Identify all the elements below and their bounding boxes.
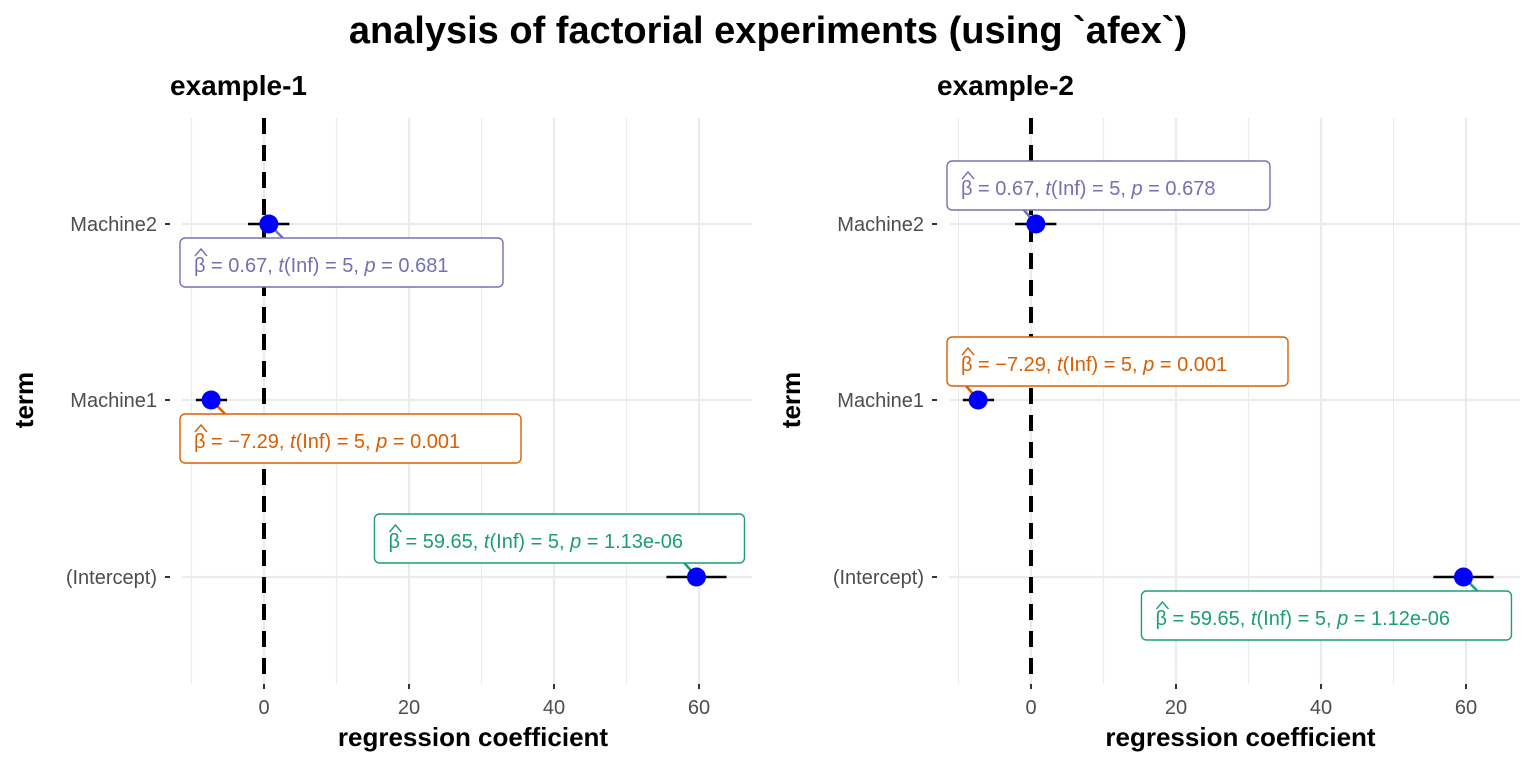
beta-hat-mark: [388, 523, 402, 533]
x-tick-label: 0: [1025, 697, 1036, 719]
x-tick-label: 20: [1165, 697, 1187, 719]
estimate-label-text: β = −7.29, t(Inf) = 5, p = 0.001: [194, 431, 460, 453]
estimate-point: [1453, 567, 1473, 587]
estimate-label-box: [1140, 590, 1513, 641]
estimate-label-box: [946, 160, 1271, 211]
beta-hat-mark: [961, 170, 975, 180]
estimate-label-box: [179, 413, 522, 464]
x-tick-label: 40: [543, 697, 565, 719]
estimate-label-text: β = 0.67, t(Inf) = 5, p = 0.678: [961, 178, 1215, 200]
beta-hat-mark: [961, 346, 975, 356]
x-axis-title: regression coefficient: [1105, 722, 1376, 752]
y-axis-title: term: [776, 372, 806, 428]
estimate-label-box: [946, 336, 1289, 387]
y-tick-label: (Intercept): [833, 567, 924, 589]
estimate-point: [201, 390, 221, 410]
beta-hat-mark: [1155, 600, 1169, 610]
x-tick-label: 0: [258, 697, 269, 719]
beta-hat-mark: [194, 423, 208, 433]
main-title: analysis of factorial experiments (using…: [348, 10, 1188, 52]
estimate-point: [1026, 214, 1046, 234]
panel-2: Machine2 Machine1 (Intercept) 0 20 40 60 regres…: [776, 118, 1520, 752]
x-axis-title: regression coefficient: [338, 722, 609, 752]
y-axis-title: term: [9, 372, 39, 428]
estimate-point: [259, 214, 279, 234]
x-tick-label: 40: [1310, 697, 1332, 719]
panel-title-2: example-2: [937, 70, 1074, 101]
estimate-label-box: [179, 237, 504, 288]
x-tick-label: 20: [398, 697, 420, 719]
estimate-label-text: β = 0.67, t(Inf) = 5, p = 0.681: [194, 255, 448, 277]
estimate-label-text: β = −7.29, t(Inf) = 5, p = 0.001: [961, 354, 1227, 376]
estimate-label-text: β = 59.65, t(Inf) = 5, p = 1.13e-06: [388, 531, 683, 553]
beta-hat-mark: [194, 247, 208, 257]
y-tick-label: Machine1: [837, 390, 924, 412]
estimate-label-box: [373, 513, 746, 564]
y-tick-label: Machine1: [70, 390, 157, 412]
estimate-point: [686, 567, 706, 587]
y-tick-label: Machine2: [837, 214, 924, 236]
x-tick-label: 60: [688, 697, 710, 719]
x-tick-label: 60: [1455, 697, 1477, 719]
panel-1: Machine2 Machine1 (Intercept) 0 20 40 60 regres…: [9, 118, 752, 752]
estimate-point: [968, 390, 988, 410]
estimate-label-text: β = 59.65, t(Inf) = 5, p = 1.12e-06: [1155, 608, 1450, 630]
panel-title-1: example-1: [170, 70, 307, 101]
y-tick-label: Machine2: [70, 214, 157, 236]
y-tick-label: (Intercept): [66, 567, 157, 589]
